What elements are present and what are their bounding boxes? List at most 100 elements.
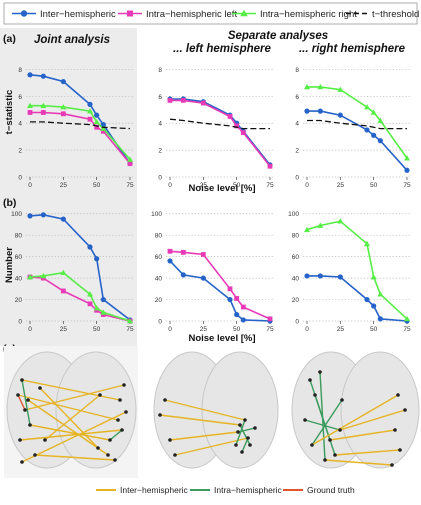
- data-point: [60, 104, 67, 110]
- tick-label-y: 2: [295, 148, 299, 155]
- tick-label-x: 0: [28, 182, 32, 189]
- tick-label-y: 60: [292, 254, 300, 261]
- tick-label-y: 0: [18, 175, 22, 182]
- data-point: [93, 118, 100, 125]
- tick-label-x: 0: [305, 182, 309, 189]
- data-point: [94, 112, 100, 118]
- data-point: [317, 222, 324, 228]
- connectivity-edges-joint: [17, 379, 127, 463]
- data-point: [27, 72, 33, 78]
- tick-label-y: 4: [158, 121, 162, 128]
- data-point: [180, 272, 186, 278]
- data-point: [227, 296, 233, 303]
- data-point: [87, 116, 93, 122]
- data-point: [364, 240, 370, 247]
- data-point: [40, 110, 46, 115]
- tick-label-x: 75: [266, 182, 274, 189]
- series-line: [307, 110, 408, 171]
- tick-label-y: 100: [11, 211, 22, 218]
- tick-label-y: 4: [295, 121, 299, 128]
- tick-label-x: 75: [403, 182, 411, 189]
- data-point: [180, 249, 186, 255]
- data-point: [337, 274, 343, 280]
- tick-label-y: 2: [18, 148, 22, 155]
- connectivity-edges-right: [304, 371, 406, 466]
- data-point: [304, 83, 310, 90]
- chart-panel-b-joint: 0 20 40 60 80 100 0 25 50 75: [11, 211, 134, 333]
- tick-label-x: 0: [168, 182, 172, 189]
- chart-panel-b-left: 0 20 40 60 80 100 0 25 50 75: [151, 211, 274, 333]
- data-point: [60, 216, 66, 222]
- data-point: [304, 226, 310, 233]
- connectivity-nodes-joint: [16, 378, 128, 464]
- data-point: [377, 117, 384, 123]
- legend-label-intra-left: Intra−hemispheric left: [146, 9, 237, 20]
- tick-label-x: 50: [370, 326, 378, 333]
- data-point: [267, 163, 273, 169]
- series-line: [30, 121, 131, 130]
- data-point: [167, 248, 173, 254]
- brain-render-right: [291, 351, 420, 469]
- brain-render-left: [153, 351, 279, 469]
- chart-panel-a-left: 0 2 4 6 8 0 25 50 75: [158, 67, 274, 189]
- data-point: [227, 286, 233, 292]
- data-point: [27, 213, 33, 219]
- tick-label-x: 25: [337, 326, 345, 333]
- tick-label-x: 75: [126, 326, 134, 333]
- tick-label-y: 100: [288, 211, 299, 218]
- tick-label-y: 60: [155, 254, 163, 261]
- legend-item-intra-left: Intra−hemispheric left: [118, 9, 237, 20]
- tick-label-y: 40: [292, 276, 300, 283]
- data-point: [370, 274, 377, 280]
- data-point: [234, 123, 240, 129]
- tick-label-x: 75: [266, 326, 274, 333]
- data-point: [127, 156, 133, 162]
- chart-panel-a-right: 0 2 4 6 8 0 25 50 75: [295, 67, 411, 189]
- tick-label-y: 20: [15, 297, 23, 304]
- data-point: [404, 155, 410, 161]
- connectivity-edges-left: [159, 399, 256, 456]
- series-line: [170, 98, 271, 166]
- brain-right-hemisphere: [55, 351, 137, 469]
- title-left-hemisphere: ... left hemisphere: [173, 43, 271, 55]
- data-point: [167, 258, 173, 264]
- legend-label-inter: Inter−hemispheric: [40, 9, 116, 20]
- data-point: [337, 112, 343, 118]
- tick-label-x: 25: [200, 326, 208, 333]
- data-point: [234, 296, 240, 301]
- data-point: [200, 252, 206, 257]
- tick-label-x: 50: [93, 326, 101, 333]
- data-point: [404, 167, 410, 173]
- series-line: [306, 220, 408, 320]
- tick-label-x: 0: [28, 326, 32, 333]
- data-point: [371, 303, 377, 309]
- data-point: [93, 305, 100, 311]
- data-point: [100, 125, 107, 131]
- data-point: [127, 161, 133, 166]
- tick-label-y: 0: [295, 319, 299, 326]
- series-line: [307, 86, 408, 159]
- data-point: [100, 128, 106, 134]
- top-legend: Inter−hemispheric Intra−hemispheric left…: [3, 2, 419, 25]
- tick-label-x: 25: [337, 182, 345, 189]
- legend-label-inter-edges: Inter−hemispheric: [120, 485, 189, 495]
- data-point: [304, 273, 310, 279]
- legend-label-intra-right: Intra−hemispheric right: [260, 9, 357, 20]
- title-right-hemisphere: ... right hemisphere: [299, 43, 406, 55]
- tick-label-y: 8: [158, 67, 162, 74]
- data-point: [404, 315, 410, 322]
- connectivity-nodes-left: [158, 398, 257, 457]
- data-point: [377, 291, 384, 297]
- tick-label-y: 6: [158, 94, 162, 101]
- title-joint-analysis: Joint analysis: [34, 34, 110, 46]
- data-point: [127, 318, 133, 324]
- legend-item-threshold: t−threshold: [346, 9, 419, 20]
- series-line: [307, 275, 408, 322]
- data-point: [371, 132, 377, 138]
- data-point: [87, 244, 93, 250]
- tick-label-y: 20: [155, 297, 163, 304]
- bottom-legend: Inter−hemispheric Intra−hemispheric Grou…: [96, 485, 355, 495]
- panel-label-a: (a): [3, 33, 16, 45]
